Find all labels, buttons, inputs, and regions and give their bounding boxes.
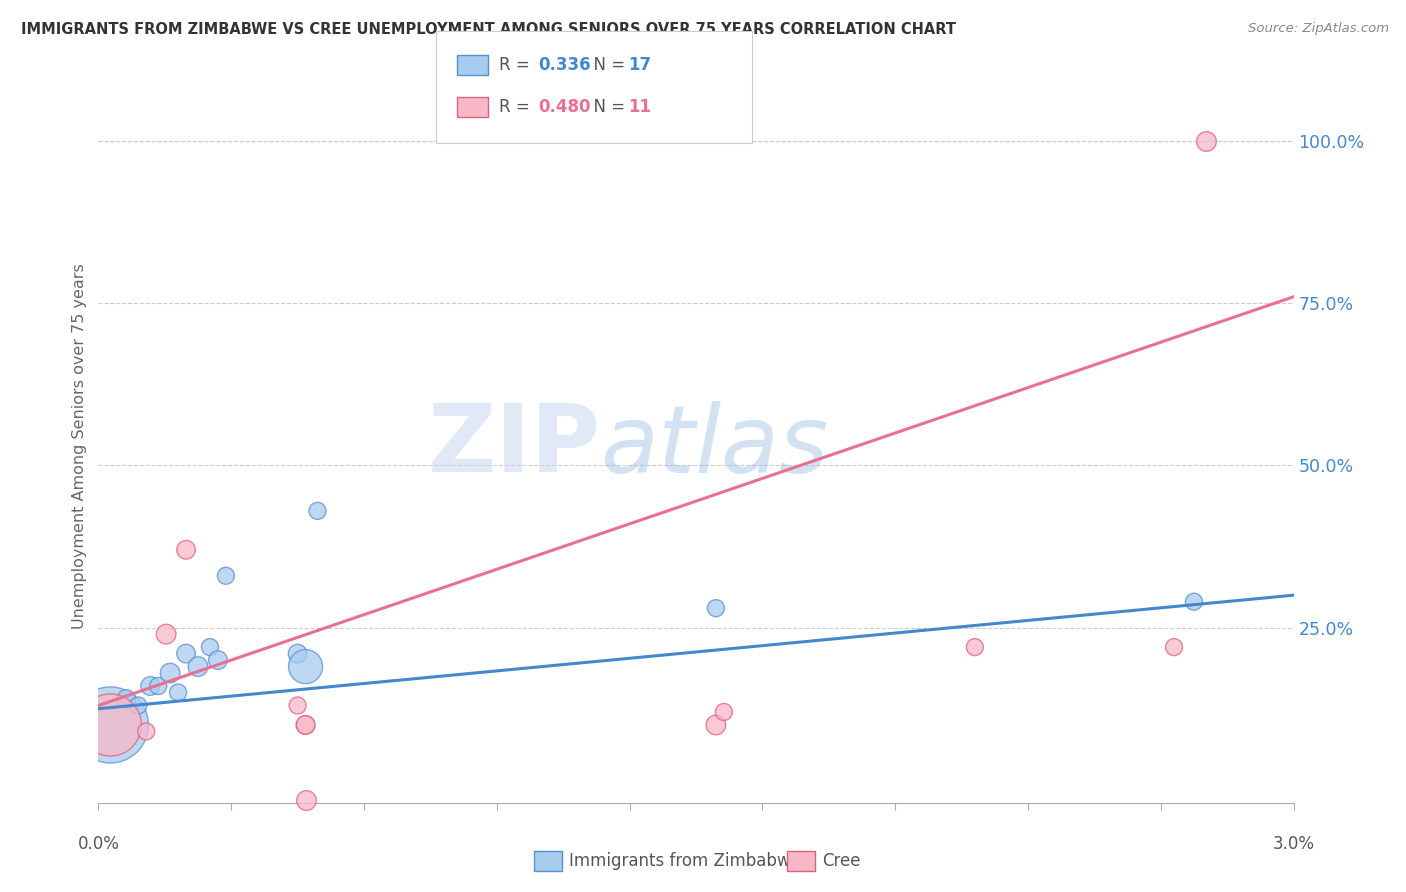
Point [1195,134,1218,148]
Point [704,718,727,732]
Point [198,640,221,654]
Point [155,627,177,641]
Text: N =: N = [583,98,631,116]
Point [294,659,316,673]
Text: R =: R = [499,98,536,116]
Y-axis label: Unemployment Among Seniors over 75 years: Unemployment Among Seniors over 75 years [72,263,87,629]
Point [127,698,149,713]
Point [294,718,316,732]
Point [115,692,138,706]
Point [704,601,727,615]
Point [174,542,197,557]
Point [187,659,209,673]
Text: 0.480: 0.480 [538,98,591,116]
Text: IMMIGRANTS FROM ZIMBABWE VS CREE UNEMPLOYMENT AMONG SENIORS OVER 75 YEARS CORREL: IMMIGRANTS FROM ZIMBABWE VS CREE UNEMPLO… [21,22,956,37]
Text: N =: N = [583,56,631,74]
Text: 0.336: 0.336 [538,56,591,74]
Point [148,679,170,693]
Text: Source: ZipAtlas.com: Source: ZipAtlas.com [1249,22,1389,36]
Point [963,640,986,654]
Point [98,718,122,732]
Text: ZIP: ZIP [427,400,600,492]
Point [207,653,229,667]
Point [135,724,157,739]
Point [287,647,309,661]
Point [139,679,162,693]
Point [215,568,238,582]
Text: R =: R = [499,56,536,74]
Point [713,705,735,719]
Point [98,718,122,732]
Text: atlas: atlas [600,401,828,491]
Point [294,718,316,732]
Text: Cree: Cree [823,852,860,870]
Point [159,666,181,681]
Text: 11: 11 [628,98,651,116]
Text: Immigrants from Zimbabwe: Immigrants from Zimbabwe [569,852,801,870]
Point [1163,640,1185,654]
Text: 3.0%: 3.0% [1272,835,1315,854]
Point [174,647,197,661]
Text: 0.0%: 0.0% [77,835,120,854]
Point [294,792,316,806]
Point [287,698,309,713]
Point [307,504,329,518]
Point [167,685,190,699]
Point [1182,595,1205,609]
Text: 17: 17 [628,56,651,74]
